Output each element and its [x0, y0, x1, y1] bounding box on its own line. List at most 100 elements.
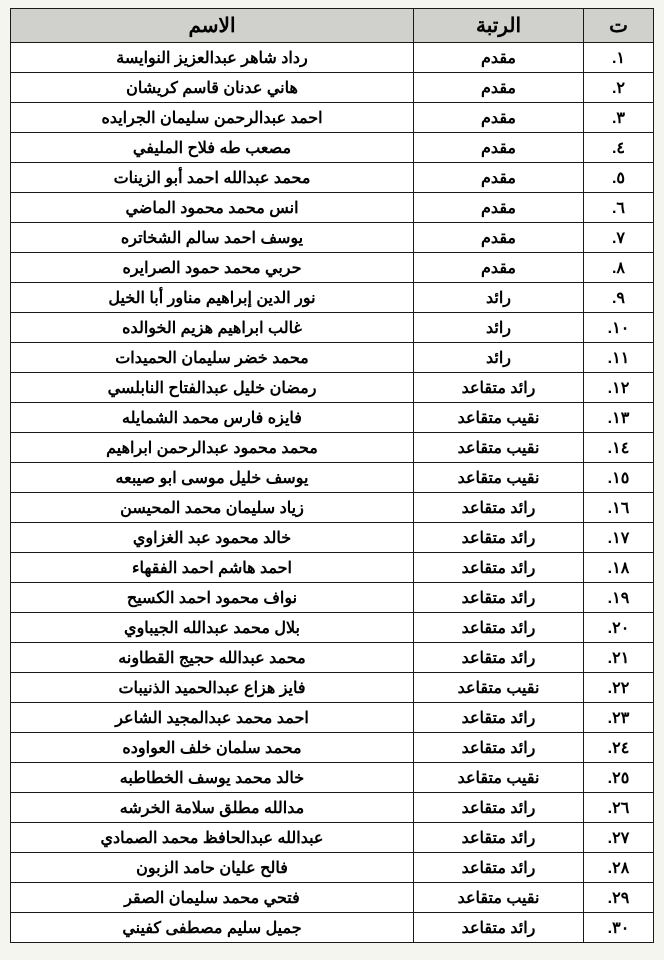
header-row: ت الرتبة الاسم [11, 9, 654, 43]
cell-seq: .٤ [584, 133, 654, 163]
cell-name: انس محمد محمود الماضي [11, 193, 414, 223]
table-row: .١٥نقيب متقاعديوسف خليل موسى ابو صيبعه [11, 463, 654, 493]
cell-name: احمد هاشم احمد الفقهاء [11, 553, 414, 583]
cell-seq: .٢٧ [584, 823, 654, 853]
col-header-name: الاسم [11, 9, 414, 43]
cell-rank: رائد متقاعد [414, 583, 584, 613]
table-row: .٢٧رائد متقاعدعبدالله عبدالحافظ محمد الص… [11, 823, 654, 853]
cell-rank: مقدم [414, 163, 584, 193]
cell-seq: .١ [584, 43, 654, 73]
cell-name: خالد محمود عبد الغزاوي [11, 523, 414, 553]
col-header-rank: الرتبة [414, 9, 584, 43]
table-row: .٢٣رائد متقاعداحمد محمد عبدالمجيد الشاعر [11, 703, 654, 733]
cell-seq: .١٣ [584, 403, 654, 433]
cell-name: جميل سليم مصطفى كفيني [11, 913, 414, 943]
cell-name: احمد عبدالرحمن سليمان الجرايده [11, 103, 414, 133]
cell-name: غالب ابراهيم هزيم الخوالده [11, 313, 414, 343]
table-row: .٦مقدمانس محمد محمود الماضي [11, 193, 654, 223]
cell-name: رداد شاهر عبدالعزيز النوايسة [11, 43, 414, 73]
cell-name: فايزه فارس محمد الشمايله [11, 403, 414, 433]
cell-rank: رائد متقاعد [414, 703, 584, 733]
cell-rank: رائد متقاعد [414, 733, 584, 763]
table-row: .٣٠رائد متقاعدجميل سليم مصطفى كفيني [11, 913, 654, 943]
cell-seq: .١٢ [584, 373, 654, 403]
table-row: .٨مقدمحربي محمد حمود الصرايره [11, 253, 654, 283]
cell-name: فتحي محمد سليمان الصقر [11, 883, 414, 913]
cell-name: محمد خضر سليمان الحميدات [11, 343, 414, 373]
cell-name: هاني عدنان قاسم كريشان [11, 73, 414, 103]
table-row: .٥مقدممحمد عبدالله احمد أبو الزينات [11, 163, 654, 193]
table-row: .٢٢نقيب متقاعدفايز هزاع عبدالحميد الذنيب… [11, 673, 654, 703]
table-row: .١٦رائد متقاعدزياد سليمان محمد المحيسن [11, 493, 654, 523]
cell-seq: .١٠ [584, 313, 654, 343]
table-row: .٩رائدنور الدين إبراهيم مناور أبا الخيل [11, 283, 654, 313]
cell-rank: رائد متقاعد [414, 613, 584, 643]
cell-name: محمد عبدالله احمد أبو الزينات [11, 163, 414, 193]
table-row: .١٤نقيب متقاعدمحمد محمود عبدالرحمن ابراه… [11, 433, 654, 463]
table-row: .٢٠رائد متقاعدبلال محمد عبدالله الجيباوي [11, 613, 654, 643]
cell-name: محمد سلمان خلف العواوده [11, 733, 414, 763]
cell-name: عبدالله عبدالحافظ محمد الصمادي [11, 823, 414, 853]
cell-rank: رائد متقاعد [414, 493, 584, 523]
cell-seq: .٢٢ [584, 673, 654, 703]
cell-name: محمد عبدالله حجيج القطاونه [11, 643, 414, 673]
cell-seq: .٣ [584, 103, 654, 133]
cell-rank: نقيب متقاعد [414, 673, 584, 703]
cell-name: حربي محمد حمود الصرايره [11, 253, 414, 283]
cell-rank: رائد متقاعد [414, 373, 584, 403]
cell-name: مصعب طه فلاح المليفي [11, 133, 414, 163]
cell-seq: .٢١ [584, 643, 654, 673]
table-row: .٢مقدمهاني عدنان قاسم كريشان [11, 73, 654, 103]
table-row: .٢٦رائد متقاعدمدالله مطلق سلامة الخرشه [11, 793, 654, 823]
cell-name: مدالله مطلق سلامة الخرشه [11, 793, 414, 823]
table-row: .١٨رائد متقاعداحمد هاشم احمد الفقهاء [11, 553, 654, 583]
cell-name: فالح عليان حامد الزبون [11, 853, 414, 883]
table-row: .١٣نقيب متقاعدفايزه فارس محمد الشمايله [11, 403, 654, 433]
cell-seq: .١٥ [584, 463, 654, 493]
cell-rank: رائد متقاعد [414, 793, 584, 823]
cell-rank: رائد متقاعد [414, 853, 584, 883]
cell-rank: مقدم [414, 133, 584, 163]
cell-name: محمد محمود عبدالرحمن ابراهيم [11, 433, 414, 463]
cell-rank: نقيب متقاعد [414, 763, 584, 793]
cell-seq: .٢٨ [584, 853, 654, 883]
cell-seq: .٩ [584, 283, 654, 313]
cell-rank: رائد [414, 313, 584, 343]
table-row: .٢١رائد متقاعدمحمد عبدالله حجيج القطاونه [11, 643, 654, 673]
cell-seq: .١١ [584, 343, 654, 373]
table-row: .١٢رائد متقاعدرمضان خليل عبدالفتاح الناب… [11, 373, 654, 403]
cell-name: رمضان خليل عبدالفتاح النابلسي [11, 373, 414, 403]
cell-rank: رائد متقاعد [414, 643, 584, 673]
personnel-table: ت الرتبة الاسم .١مقدمرداد شاهر عبدالعزيز… [10, 8, 654, 943]
cell-seq: .٦ [584, 193, 654, 223]
cell-rank: رائد متقاعد [414, 553, 584, 583]
cell-seq: .٢٠ [584, 613, 654, 643]
cell-seq: .٢ [584, 73, 654, 103]
table-row: .٢٥نقيب متقاعدخالد محمد يوسف الخطاطبه [11, 763, 654, 793]
cell-seq: .٨ [584, 253, 654, 283]
cell-name: نور الدين إبراهيم مناور أبا الخيل [11, 283, 414, 313]
table-body: .١مقدمرداد شاهر عبدالعزيز النوايسة.٢مقدم… [11, 43, 654, 943]
table-header: ت الرتبة الاسم [11, 9, 654, 43]
table-row: .١٩رائد متقاعدنواف محمود احمد الكسيح [11, 583, 654, 613]
table-row: .٤مقدممصعب طه فلاح المليفي [11, 133, 654, 163]
cell-rank: رائد [414, 343, 584, 373]
table-row: .٢٨رائد متقاعدفالح عليان حامد الزبون [11, 853, 654, 883]
cell-rank: مقدم [414, 103, 584, 133]
cell-rank: نقيب متقاعد [414, 433, 584, 463]
cell-seq: .٢٣ [584, 703, 654, 733]
cell-rank: مقدم [414, 73, 584, 103]
cell-seq: .٥ [584, 163, 654, 193]
cell-rank: مقدم [414, 253, 584, 283]
table-row: .٣مقدماحمد عبدالرحمن سليمان الجرايده [11, 103, 654, 133]
cell-seq: .٧ [584, 223, 654, 253]
cell-seq: .١٤ [584, 433, 654, 463]
cell-rank: نقيب متقاعد [414, 403, 584, 433]
cell-name: احمد محمد عبدالمجيد الشاعر [11, 703, 414, 733]
cell-seq: .٣٠ [584, 913, 654, 943]
cell-seq: .٢٩ [584, 883, 654, 913]
cell-rank: نقيب متقاعد [414, 463, 584, 493]
cell-rank: مقدم [414, 223, 584, 253]
col-header-seq: ت [584, 9, 654, 43]
cell-rank: نقيب متقاعد [414, 883, 584, 913]
